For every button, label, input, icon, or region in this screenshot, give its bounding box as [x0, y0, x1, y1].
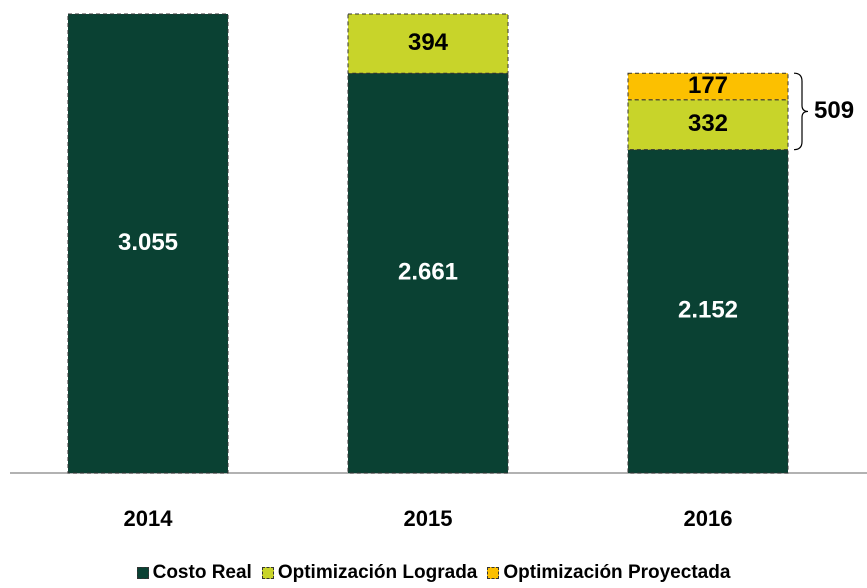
- annotation: 509: [814, 97, 854, 124]
- x-tick-label: 2016: [684, 506, 733, 531]
- legend-swatch: [487, 567, 500, 579]
- data-label: 394: [408, 29, 449, 56]
- data-label: 3.055: [118, 229, 178, 256]
- data-label: 2.661: [398, 258, 458, 285]
- chart: 2014 3.055 2015 2.661 394 2016 2.152 332 177 509: [10, 13, 867, 531]
- x-tick-label: 2014: [124, 506, 174, 531]
- bar-segment: [627, 72, 789, 101]
- bar-segment: [67, 13, 229, 474]
- x-tick-label: 2015: [404, 506, 453, 531]
- legend-item: Optimización Lograda: [261, 562, 478, 584]
- legend-item: Costo Real: [136, 562, 252, 584]
- legend-swatch: [261, 567, 274, 579]
- data-label: 332: [688, 110, 728, 137]
- legend-label: Optimización Lograda: [277, 562, 478, 583]
- legend-swatch: [136, 567, 149, 579]
- data-label: 177: [688, 72, 728, 99]
- legend-label: Costo Real: [152, 562, 252, 583]
- brace: [793, 72, 809, 151]
- bar-segment: [347, 72, 509, 474]
- bar-segment: [627, 149, 789, 474]
- legend: Costo Real Optimización Lograda Optimizaci…: [0, 562, 867, 584]
- data-label: 2.152: [678, 297, 738, 324]
- legend-label: Optimización Proyectada: [503, 562, 731, 583]
- legend-item: Optimización Proyectada: [487, 562, 730, 584]
- bar-segment: [627, 99, 789, 151]
- bar-segment: [347, 13, 509, 74]
